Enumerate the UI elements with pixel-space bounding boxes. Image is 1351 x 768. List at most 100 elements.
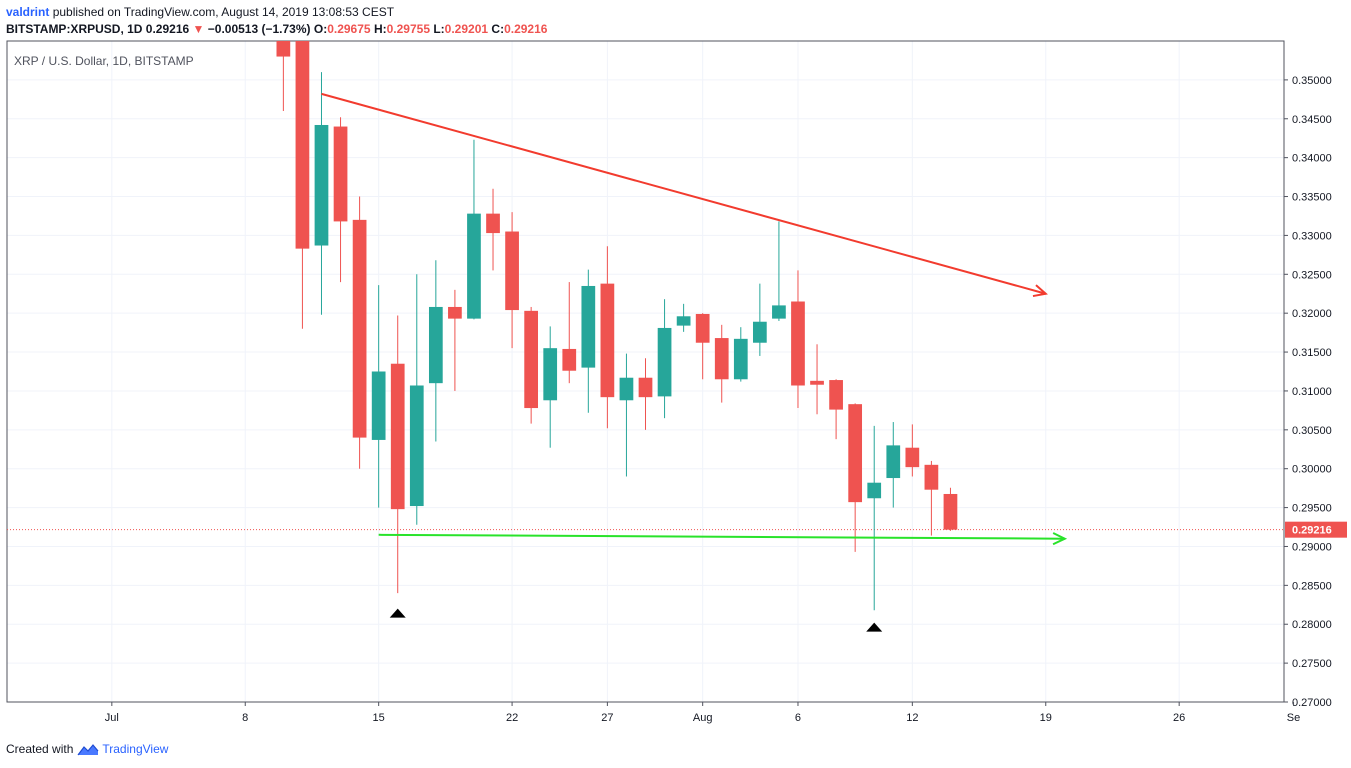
candle-down bbox=[505, 212, 519, 349]
candle-body bbox=[295, 41, 310, 249]
candle-up bbox=[371, 285, 386, 508]
candle-down bbox=[791, 270, 805, 409]
candle-body bbox=[524, 310, 539, 409]
candle-down bbox=[714, 324, 729, 403]
candle-body bbox=[886, 445, 901, 479]
candle-up bbox=[886, 422, 901, 508]
candle-up bbox=[409, 274, 424, 525]
candle-body bbox=[543, 348, 558, 401]
candle-body bbox=[867, 482, 882, 499]
price-tick-label: 0.31500 bbox=[1292, 347, 1332, 359]
publish-line: valdrint published on TradingView.com, A… bbox=[6, 4, 547, 21]
last-price: 0.29216 bbox=[145, 22, 190, 36]
candle-up bbox=[867, 425, 882, 611]
candle-down bbox=[390, 315, 405, 594]
time-tick-label: Aug bbox=[693, 712, 713, 724]
close-value: 0.29216 bbox=[504, 22, 548, 36]
time-tick-label: 27 bbox=[601, 712, 613, 724]
time-tick-label: 6 bbox=[795, 712, 801, 724]
symbol-label: BITSTAMP:XRPUSD, 1D bbox=[6, 22, 143, 36]
chart-header: valdrint published on TradingView.com, A… bbox=[6, 4, 547, 38]
price-tick-label: 0.33000 bbox=[1292, 230, 1332, 242]
candle-body bbox=[276, 41, 291, 57]
price-tick-label: 0.29000 bbox=[1292, 541, 1332, 553]
candle-down bbox=[333, 117, 348, 283]
candle-body bbox=[772, 305, 786, 319]
support-trendline bbox=[378, 532, 1068, 546]
candle-body bbox=[409, 385, 424, 507]
candle-body bbox=[791, 301, 805, 386]
candle-up bbox=[657, 299, 672, 419]
candle-body bbox=[638, 377, 653, 398]
resistance-arrowhead bbox=[1032, 284, 1048, 298]
open-value: 0.29675 bbox=[327, 22, 371, 36]
candle-body bbox=[486, 213, 500, 234]
candle-body bbox=[924, 464, 939, 490]
time-tick-label: 12 bbox=[906, 712, 918, 724]
candle-down bbox=[448, 289, 462, 391]
last-price-box bbox=[1285, 521, 1347, 538]
time-tick-label: 19 bbox=[1040, 712, 1052, 724]
candle-up bbox=[676, 303, 691, 332]
time-tick-label: 22 bbox=[506, 712, 518, 724]
tradingview-brand[interactable]: TradingView bbox=[102, 742, 169, 756]
close-label: C: bbox=[491, 22, 505, 36]
candle-down bbox=[943, 487, 958, 531]
candle-down bbox=[695, 313, 710, 380]
support-line bbox=[378, 533, 1065, 540]
last-price-label: 0.29216 bbox=[1285, 521, 1347, 538]
candle-body bbox=[390, 363, 405, 510]
time-axis[interactable]: Jul 8 15 22 27 Aug 6 12 19 26 Se bbox=[105, 702, 1300, 724]
down-arrow-icon: ▼ bbox=[192, 22, 205, 36]
candle-body bbox=[333, 126, 348, 222]
candle-down bbox=[352, 196, 367, 469]
price-change: −0.00513 (−1.73%) bbox=[207, 22, 311, 36]
candle-body bbox=[371, 371, 386, 440]
candle-up bbox=[467, 139, 481, 320]
price-axis[interactable]: 0.27000 0.27500 0.28000 0.28500 0.29000 0.295… bbox=[1284, 75, 1332, 709]
author-name[interactable]: valdrint bbox=[6, 5, 50, 19]
candle-body bbox=[810, 380, 824, 385]
last-price-text: 0.29216 bbox=[1292, 525, 1332, 537]
candle-body bbox=[581, 285, 596, 368]
candle-body bbox=[600, 283, 615, 398]
candle-down bbox=[638, 358, 653, 430]
footer: Created with TradingView bbox=[6, 742, 168, 756]
candle-body bbox=[676, 316, 691, 326]
candle-down bbox=[829, 379, 843, 440]
low-marker-triangle bbox=[389, 608, 406, 618]
created-with-text: Created with bbox=[6, 742, 74, 756]
price-tick-label: 0.28500 bbox=[1292, 580, 1332, 592]
candle-down bbox=[810, 344, 824, 415]
price-tick-label: 0.33500 bbox=[1292, 192, 1332, 204]
price-tick-label: 0.31000 bbox=[1292, 386, 1332, 398]
candle-up bbox=[733, 327, 748, 382]
candle-up bbox=[619, 353, 634, 477]
candle-body bbox=[905, 447, 920, 468]
publish-info: published on TradingView.com, August 14,… bbox=[52, 5, 395, 19]
candle-up bbox=[581, 269, 596, 413]
candle-body bbox=[314, 124, 329, 246]
price-tick-label: 0.32000 bbox=[1292, 308, 1332, 320]
candle-down bbox=[905, 424, 920, 477]
time-tick-label: 26 bbox=[1173, 712, 1185, 724]
open-label: O: bbox=[313, 22, 328, 36]
price-tick-label: 0.29500 bbox=[1292, 503, 1332, 515]
tradingview-logo-icon bbox=[77, 743, 99, 755]
resistance-line bbox=[321, 92, 1047, 295]
price-tick-label: 0.32500 bbox=[1292, 269, 1332, 281]
candle-body bbox=[562, 348, 577, 371]
candle-body bbox=[943, 493, 958, 530]
time-tick-label: 8 bbox=[242, 712, 248, 724]
price-tick-label: 0.34000 bbox=[1292, 153, 1332, 165]
candle-up bbox=[428, 260, 443, 442]
candle-down bbox=[276, 41, 291, 111]
candle-up bbox=[314, 72, 329, 315]
candle-body bbox=[657, 327, 672, 397]
candle-body bbox=[428, 306, 443, 384]
candle-body bbox=[619, 377, 634, 401]
chart-title: XRP / U.S. Dollar, 1D, BITSTAMP bbox=[14, 54, 194, 68]
candle-body bbox=[714, 338, 729, 380]
time-tick-label: Jul bbox=[105, 712, 119, 724]
